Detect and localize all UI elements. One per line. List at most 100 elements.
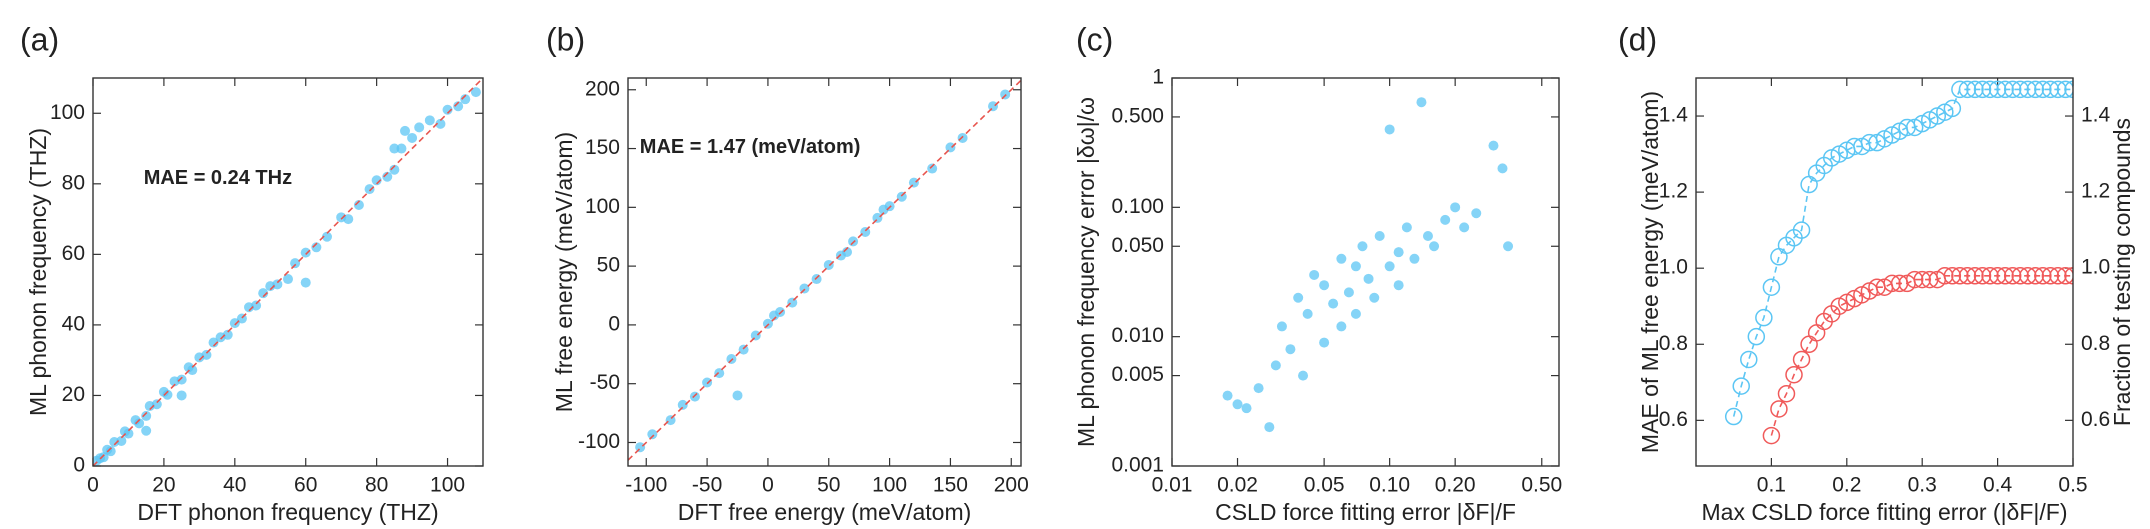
plot-area: [1222, 97, 1514, 433]
x-axis-label: CSLD force fitting error |δF|/F: [1215, 499, 1516, 525]
point: [151, 399, 162, 410]
point: [1241, 403, 1252, 414]
y-tick-label: 0: [608, 312, 620, 335]
marker: [1913, 270, 1931, 289]
point: [732, 390, 743, 401]
point: [848, 236, 859, 247]
x-tick-label: 200: [994, 474, 1029, 497]
point: [1270, 360, 1281, 371]
x-tick-label: 0: [762, 474, 774, 497]
y2-tick-label: 1.2: [2081, 180, 2110, 203]
x-tick-label: 0.01: [1152, 474, 1193, 497]
marker: [1951, 267, 1969, 285]
marker: [1800, 175, 1818, 194]
x-tick-label: 150: [933, 474, 968, 497]
marker: [1785, 365, 1803, 384]
marker: [2026, 80, 2045, 99]
marker: [2041, 80, 2060, 99]
point: [389, 143, 400, 154]
marker: [1943, 99, 1962, 118]
point: [1336, 253, 1347, 264]
x-tick-label: -100: [625, 474, 667, 497]
x-tick-label: 0.50: [1521, 474, 1562, 497]
marker: [2049, 80, 2067, 99]
x-axis-label: DFT phonon frequency (THZ): [137, 499, 438, 525]
marker: [2011, 267, 2029, 285]
point: [1384, 261, 1395, 272]
point: [1264, 422, 1275, 433]
y2-tick-label: 0.8: [2081, 332, 2110, 355]
x-tick-label: 100: [872, 474, 907, 497]
point: [811, 274, 822, 285]
point: [460, 94, 471, 105]
marker: [1770, 248, 1788, 266]
panel-label: (a): [20, 21, 59, 57]
point: [1343, 287, 1354, 298]
y-tick-label: -50: [590, 371, 620, 394]
point: [1363, 273, 1374, 284]
point: [689, 391, 700, 402]
x-tick-label: 0.1: [1757, 474, 1786, 497]
point: [1409, 253, 1420, 264]
point: [1440, 214, 1451, 225]
plot-frame: [1171, 77, 1560, 467]
marker: [1988, 80, 2007, 99]
panel-label: (c): [1076, 21, 1113, 57]
point: [141, 425, 152, 436]
panel: (d) 0.1 0.2 0.3 0.4 0.5 0.6 0.8 1.0 1.2 1.4 0.6 0.8 1…: [1618, 21, 2135, 525]
point: [726, 354, 737, 365]
x-tick-label: 0.2: [1832, 474, 1861, 497]
marker: [1973, 80, 1992, 99]
x-tick-label: 0.5: [2058, 474, 2087, 497]
x-axis-label: DFT free energy (meV/atom): [678, 499, 972, 525]
point: [1298, 370, 1309, 381]
plot-area: [628, 79, 1021, 461]
plot-frame: [92, 77, 484, 467]
y-tick-label: 100: [585, 195, 620, 218]
point: [1374, 231, 1385, 242]
y-axis-label: MAE of ML free energy (meV/atom): [1637, 91, 1663, 453]
point: [389, 164, 400, 175]
plot-frame: [1695, 77, 2074, 467]
point: [1429, 241, 1440, 252]
point: [258, 288, 269, 299]
marker: [2034, 80, 2052, 99]
panel: (b) -100 -50 0 50 100 150 200 -100 -50 0 50 100 150 20…: [546, 21, 1029, 525]
point: [343, 214, 354, 225]
marker: [2041, 267, 2060, 285]
y-tick-label: 50: [597, 254, 620, 277]
point: [1488, 140, 1499, 151]
point: [1422, 231, 1433, 242]
point: [1309, 269, 1320, 280]
marker: [1966, 80, 1984, 99]
marker: [1800, 335, 1818, 354]
point: [283, 274, 293, 285]
point: [714, 368, 725, 379]
point: [353, 199, 364, 210]
marker: [1981, 267, 1999, 285]
y-tick-label: -100: [578, 430, 620, 453]
point: [300, 247, 311, 258]
point: [1336, 321, 1347, 332]
x-tick-label: 0.05: [1304, 474, 1345, 497]
marker: [1958, 267, 1977, 285]
series-line: [1732, 88, 2073, 417]
y-tick-label: 1.2: [1659, 180, 1688, 203]
point: [1357, 241, 1368, 252]
y2-tick-label: 0.6: [2081, 408, 2110, 431]
identity-line: [628, 79, 1021, 461]
plot-area: [1724, 80, 2073, 445]
marker: [1770, 400, 1788, 418]
y-tick-label: 40: [62, 312, 85, 335]
point: [382, 171, 393, 182]
point: [1450, 202, 1461, 213]
marker: [1951, 80, 1969, 99]
point: [116, 435, 127, 446]
y-tick-label: 80: [62, 171, 85, 194]
marker: [1724, 407, 1743, 426]
point: [769, 310, 780, 321]
marker: [1943, 267, 1962, 285]
marker: [1966, 267, 1984, 285]
point: [453, 101, 464, 112]
